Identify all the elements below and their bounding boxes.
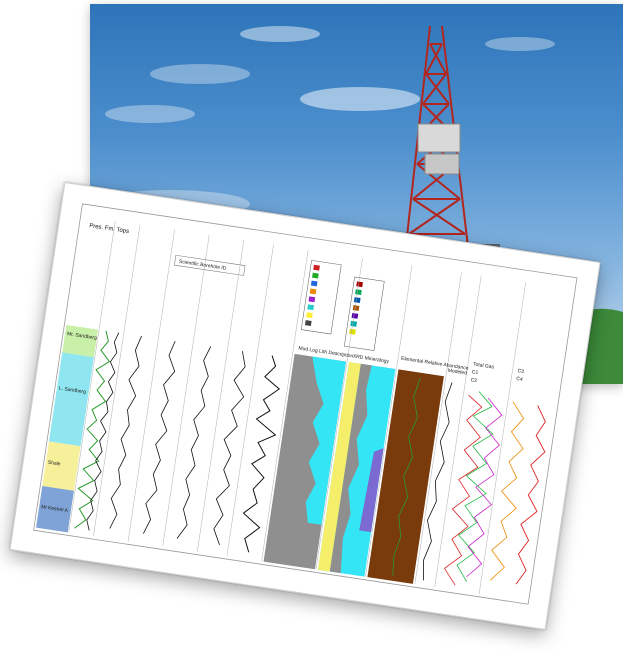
- log-curve-2: [143, 340, 176, 534]
- formation-label-3: Shale: [47, 460, 61, 468]
- gas-curve-red-2: [515, 405, 546, 585]
- xrd-yellow: [317, 362, 361, 572]
- header-box-label: Scientific Borehole ID: [178, 259, 227, 272]
- formation-shale: [42, 441, 81, 491]
- elemental-brown: [367, 369, 444, 584]
- gas-curve-magenta: [466, 397, 503, 578]
- xrd-purple: [359, 448, 384, 533]
- gamma-curve-2: [86, 332, 120, 531]
- formation-label-1: Mt. Sandberg: [67, 331, 98, 341]
- tops-header: Pres. Fm. Tops: [89, 223, 130, 235]
- modeled-curve: [423, 382, 453, 581]
- xrd-title: XRD Mineralogy: [352, 354, 389, 365]
- header-box: [174, 254, 246, 276]
- gas-header-c4: C4: [516, 376, 523, 383]
- gas-header-c1: C1: [471, 369, 478, 376]
- mud-log-cyan: [305, 356, 347, 525]
- gas-curve-green: [456, 391, 494, 583]
- well-log-plot: Pres. Fm. Tops Scientific Borehole ID: [33, 203, 578, 605]
- log-sheet-wrapper: Pres. Fm. Tops Scientific Borehole ID: [9, 181, 623, 660]
- formation-top: [62, 324, 99, 358]
- gas-header-c3: C3: [517, 368, 524, 375]
- log-curve-3: [176, 346, 212, 539]
- log-curve-4: [213, 351, 246, 546]
- gamma-curve: [74, 330, 111, 529]
- modeled-title: Modeled: [447, 368, 467, 377]
- formation-bottom: [36, 486, 74, 533]
- xrd-gray: [329, 363, 372, 574]
- formation-label-2: L. Sandberg: [58, 385, 86, 395]
- gas-curve-orange: [489, 401, 525, 581]
- formation-mid: [48, 352, 94, 447]
- gas-header-c2: C2: [470, 377, 477, 384]
- gas-curve-red: [443, 394, 483, 586]
- gas-header-total: Total Gas: [473, 361, 495, 370]
- elemental-curve: [392, 377, 421, 576]
- well-log-sheet: Pres. Fm. Tops Scientific Borehole ID: [9, 181, 601, 631]
- formation-label-4: Mt Kestrel A: [41, 504, 69, 514]
- log-curve-5: [242, 355, 281, 553]
- log-curve-1: [109, 335, 142, 529]
